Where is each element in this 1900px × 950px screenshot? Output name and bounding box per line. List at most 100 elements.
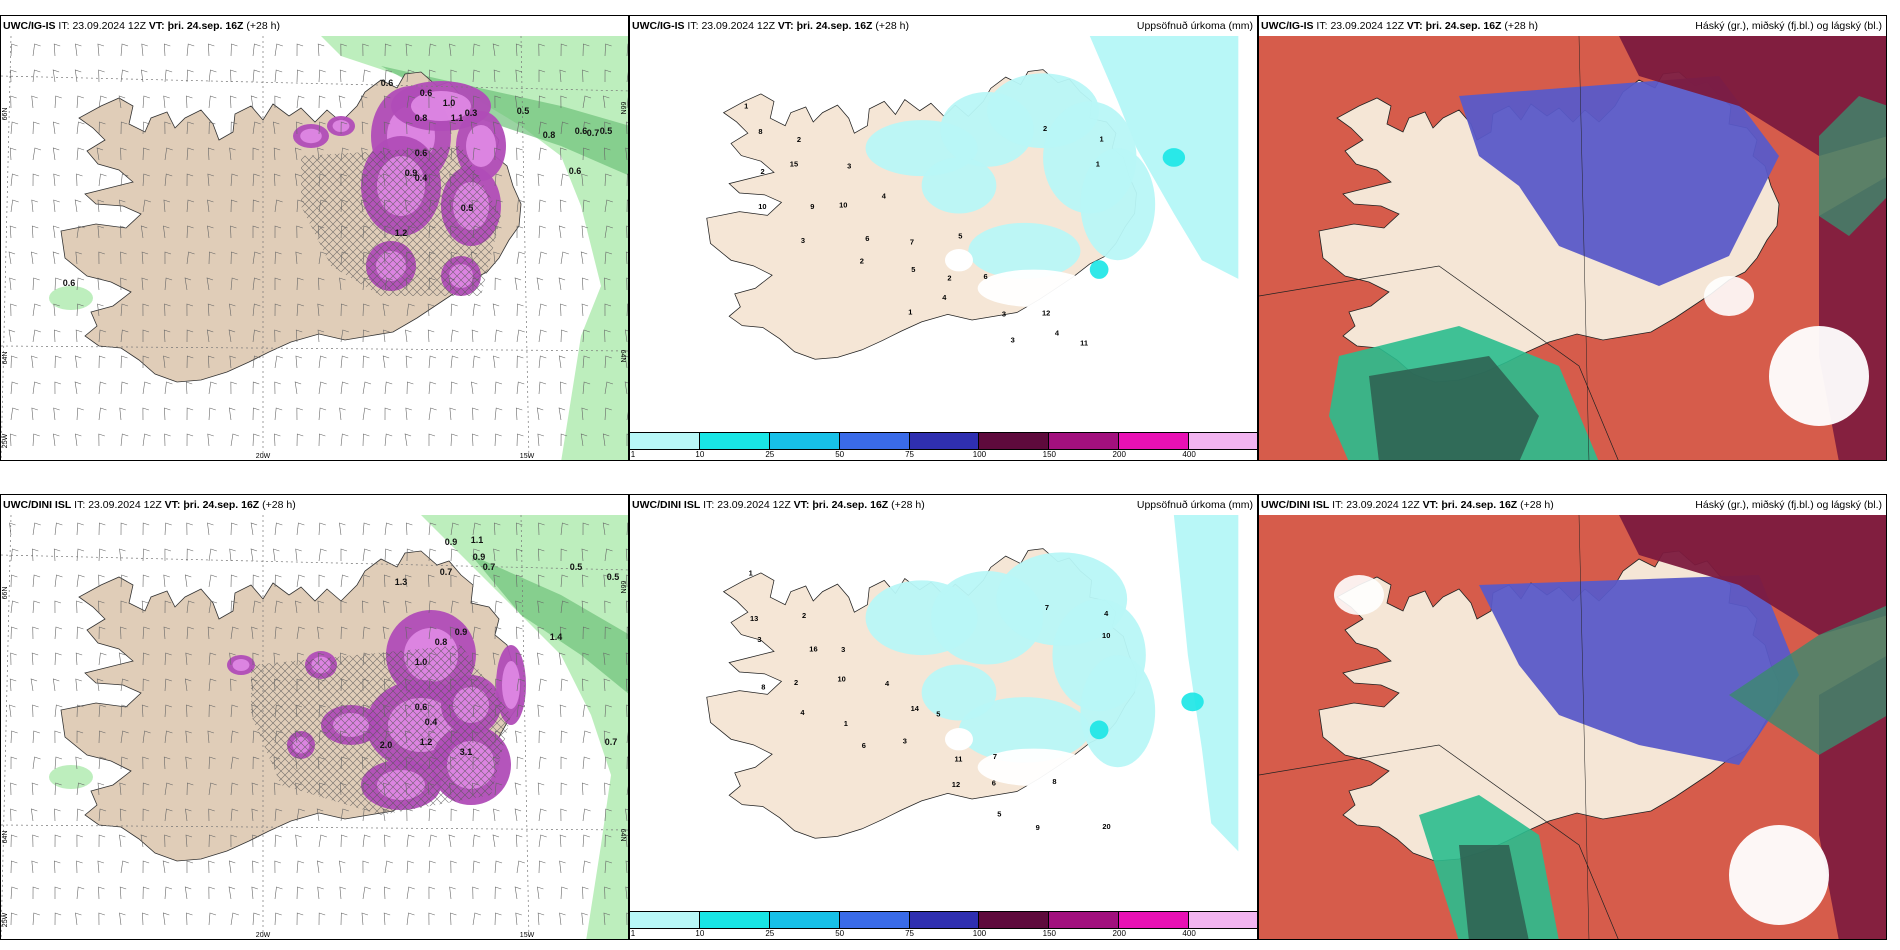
wind-barb — [404, 704, 412, 718]
wind-barb — [274, 433, 281, 447]
grid-label-64n: 64N — [619, 350, 626, 363]
wind-barb — [295, 548, 302, 562]
wind-barb — [537, 782, 545, 796]
wind-barb — [120, 251, 127, 265]
wind-barb — [317, 329, 325, 343]
wind-barb — [318, 433, 326, 447]
wind-barb — [494, 147, 501, 161]
wind-barb — [515, 95, 522, 109]
wind-barb — [626, 411, 628, 421]
panel-header: UWC/DINI ISL IT: 23.09.2024 12Z VT: þri.… — [1259, 495, 1886, 515]
wind-barb — [142, 782, 150, 796]
wind-barb — [119, 886, 127, 900]
wind-barb — [559, 626, 567, 640]
wind-barb — [472, 95, 480, 109]
visibility-value: 0.6 — [415, 702, 428, 712]
visibility-value: 0.4 — [415, 173, 428, 183]
precip-value: 5 — [936, 709, 940, 718]
wind-barb — [362, 303, 370, 317]
wind-barb — [8, 329, 16, 343]
wind-barb — [625, 652, 628, 666]
wind-barb — [428, 433, 436, 447]
wind-barb — [252, 251, 261, 265]
wind-barb — [318, 678, 325, 692]
grid-label-64n: 64N — [2, 352, 9, 365]
colorbar-swatch — [699, 433, 770, 449]
precip-ocean-area — [1173, 515, 1239, 852]
visibility-value: 0.8 — [415, 113, 428, 123]
wind-barb — [119, 782, 126, 796]
wind-barb — [229, 548, 236, 562]
wind-barb — [142, 652, 150, 666]
wind-barb — [273, 652, 280, 666]
visibility-value: 0.6 — [381, 78, 394, 88]
wind-barb — [75, 756, 82, 770]
wind-barb — [53, 173, 60, 187]
wind-barb — [404, 730, 412, 744]
wind-barb — [186, 860, 194, 874]
wind-barb — [98, 808, 107, 822]
wind-barb — [142, 548, 150, 562]
wind-barb — [10, 730, 18, 744]
precip-value: 10 — [839, 201, 847, 210]
wind-barb — [626, 600, 628, 614]
wind-barb — [272, 121, 280, 135]
wind-barb — [98, 433, 105, 447]
panel-header: UWC/IG-IS IT: 23.09.2024 12Z VT: þri. 24… — [1259, 16, 1886, 36]
wind-barb — [252, 574, 260, 588]
wind-barb — [382, 303, 390, 317]
wind-barb — [494, 600, 503, 614]
wind-barb — [492, 43, 500, 57]
low-visibility-core — [232, 659, 250, 671]
wind-barb — [384, 433, 393, 447]
precip-value: 3 — [841, 645, 845, 654]
visibility-value: 0.3 — [465, 108, 478, 118]
wind-barb — [142, 730, 151, 744]
low-visibility-core — [411, 91, 471, 121]
wind-barb — [427, 329, 435, 343]
wind-barb — [10, 886, 18, 900]
wind-barb — [208, 652, 217, 666]
wind-barb — [494, 433, 502, 447]
wind-barb — [296, 886, 304, 900]
wind-barb — [383, 912, 391, 926]
wind-barb — [406, 225, 415, 239]
wind-barb — [493, 808, 500, 822]
visibility-value: 0.9 — [473, 552, 486, 562]
dry-area — [944, 249, 973, 272]
wind-barb — [428, 912, 435, 926]
wind-barb — [472, 548, 480, 562]
wind-barb — [471, 730, 479, 744]
wind-barb — [120, 147, 127, 161]
wind-barb — [32, 303, 41, 317]
wind-barb — [164, 652, 172, 666]
wind-barb — [516, 678, 525, 692]
wind-barb — [208, 756, 216, 770]
precip-value: 5 — [911, 265, 915, 274]
wind-barb — [318, 381, 327, 395]
wind-barb — [340, 652, 347, 666]
wind-barb — [76, 626, 84, 640]
precip-value: 11 — [954, 755, 962, 764]
wind-barb — [208, 121, 216, 135]
wind-barb — [120, 730, 129, 744]
wind-barb — [626, 43, 628, 57]
wind-barb — [32, 730, 40, 744]
wind-barb — [32, 756, 41, 770]
wind-barb — [207, 225, 214, 239]
wind-barb — [252, 652, 259, 666]
wind-barb — [141, 43, 148, 57]
wind-barb — [558, 277, 566, 291]
wind-barb — [206, 329, 214, 343]
panel-r2-precip: UWC/DINI ISL IT: 23.09.2024 12Z VT: þri.… — [629, 494, 1258, 940]
wind-barb — [384, 251, 391, 265]
wind-barb — [472, 522, 481, 536]
wind-barb — [296, 574, 305, 588]
wind-barb — [230, 173, 239, 187]
wind-barb — [582, 704, 591, 718]
wind-barb — [53, 43, 61, 57]
wind-barb — [582, 626, 590, 640]
precip-value: 2 — [860, 257, 864, 266]
wind-barb — [516, 147, 523, 161]
wind-barb — [185, 730, 192, 744]
